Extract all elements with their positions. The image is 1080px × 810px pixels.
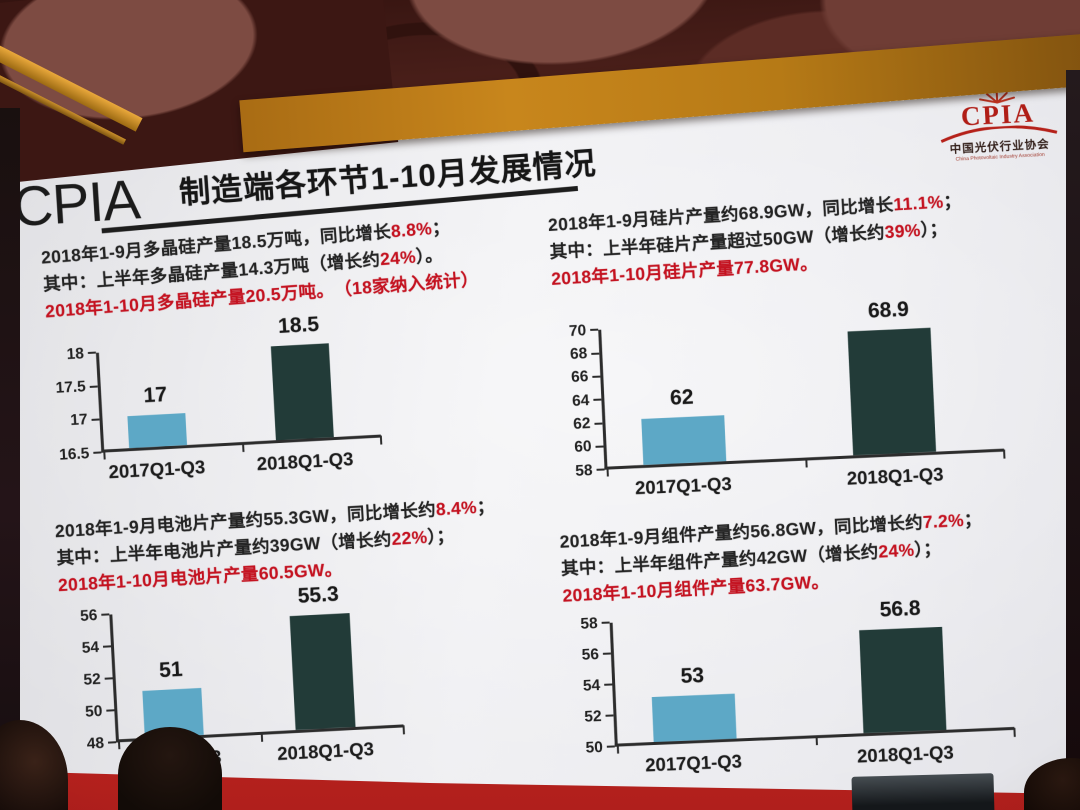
y-tick-label: 54	[81, 638, 100, 657]
stage-edge-left	[0, 108, 20, 778]
y-tick-label: 16.5	[58, 444, 90, 464]
chart-module: 50 52 54 56 58 53 56.8 2017Q1-Q3 2018Q1-Q3	[560, 597, 1022, 779]
y-tick-label: 54	[582, 676, 601, 695]
panel-module-text: 2018年1-9月组件产量约56.8GW，同比增长约7.2%； 其中：上半年组件产…	[559, 506, 985, 610]
plot-area: 51 55.3	[109, 583, 405, 750]
bar-value-label: 17	[142, 382, 168, 407]
bar-value-label: 62	[669, 385, 694, 410]
bar-2017Q1-Q3: 62	[641, 386, 727, 465]
y-tick-label: 58	[574, 461, 593, 480]
category-label: 2018Q1-Q3	[256, 448, 354, 475]
y-tick-label: 58	[580, 614, 598, 633]
category-label: 2017Q1-Q3	[644, 750, 743, 776]
bar-value-label: 68.9	[867, 297, 910, 323]
y-tick-label: 60	[573, 438, 592, 456]
panel-wafer-text: 2018年1-9月硅片产量约68.9GW，同比增长11.1%； 其中：上半年硅片产…	[547, 188, 965, 293]
bar-value-label: 55.3	[297, 582, 340, 608]
y-tick-label: 62	[572, 414, 591, 433]
category-label: 2018Q1-Q3	[856, 741, 955, 767]
y-tick-label: 52	[83, 670, 102, 689]
category-label: 2017Q1-Q3	[634, 472, 733, 499]
category-label: 2018Q1-Q3	[846, 463, 944, 489]
equipment-box	[851, 773, 995, 810]
y-tick-label: 68	[569, 344, 588, 363]
stage-edge-right	[1066, 70, 1080, 810]
bar-2018Q1-Q3: 55.3	[289, 583, 356, 731]
y-tick-label: 64	[571, 391, 590, 410]
bar-2018Q1-Q3: 56.8	[859, 597, 947, 734]
category-label: 2018Q1-Q3	[276, 737, 375, 764]
y-tick-label: 18	[66, 344, 85, 363]
y-tick-label: 66	[570, 368, 589, 387]
plot-area: 17 18.5	[95, 313, 383, 460]
chart-wafer: 58 60 62 64 66 68 70 62 68.9 2017Q1-Q3 2018Q1-Q3	[548, 297, 1011, 502]
audience-head	[118, 727, 222, 810]
bar-2018Q1-Q3: 68.9	[847, 297, 937, 456]
y-tick-label: 50	[585, 738, 604, 757]
panel-cell-text: 2018年1-9月电池片产量约55.3GW，同比增长约8.4%； 其中：上半年电池…	[54, 493, 498, 599]
bar-value-label: 51	[158, 657, 184, 683]
chart-polysilicon: 16.5 17 17.5 18 17 18.5 2017Q1-Q3 2018Q1-Q3	[46, 313, 389, 485]
category-label: 2017Q1-Q3	[108, 456, 206, 483]
y-axis: 16.5 17 17.5 18	[46, 345, 101, 463]
bar-value-label: 53	[680, 663, 705, 688]
y-axis: 48 50 52 54 56	[59, 606, 116, 752]
y-tick-label: 17.5	[55, 378, 87, 397]
y-tick-label: 56	[581, 645, 600, 664]
cpia-logo-right: CPIA 中国光伏行业协会 China Photovoltaic Industr…	[933, 84, 1065, 164]
y-tick-label: 17	[69, 411, 88, 430]
y-tick-label: 50	[84, 702, 103, 721]
y-tick-label: 56	[79, 606, 98, 625]
swoosh-icon	[940, 125, 1058, 143]
bar-2017Q1-Q3: 17	[127, 383, 188, 449]
bar-value-label: 18.5	[277, 313, 320, 339]
y-tick-label: 70	[568, 321, 587, 340]
y-tick-label: 48	[86, 734, 105, 753]
y-axis: 50 52 54 56 58	[560, 615, 615, 757]
plot-area: 53 56.8	[609, 597, 1016, 754]
projector-screen: CPIA 制造端各环节1-10月发展情况 CPIA 中国光伏行业协会 China…	[0, 38, 1080, 810]
bar-2018Q1-Q3: 18.5	[270, 313, 334, 441]
bar-2017Q1-Q3: 53	[651, 664, 737, 743]
y-tick-label: 52	[583, 707, 602, 726]
y-axis: 58 60 62 64 66 68 70	[548, 322, 604, 480]
plot-area: 62 68.9	[598, 297, 1006, 477]
bar-value-label: 56.8	[879, 596, 922, 622]
